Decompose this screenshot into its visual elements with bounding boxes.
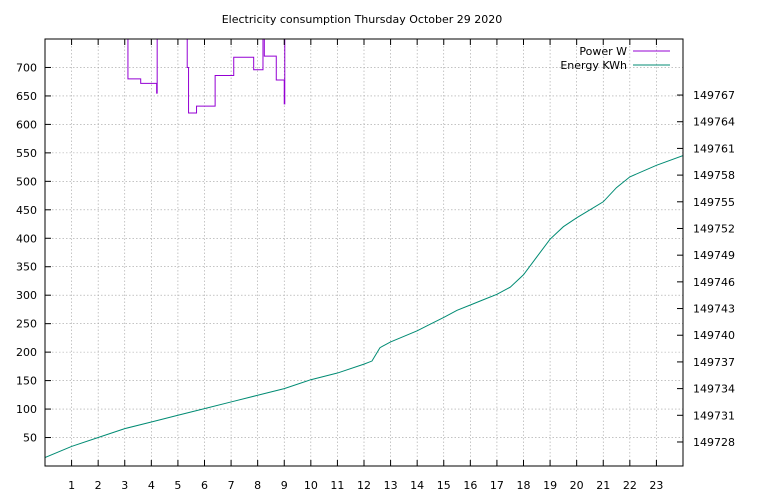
legend-label: Power W: [579, 45, 627, 58]
y-tick-label: 550: [16, 147, 37, 160]
x-tick-label: 14: [410, 479, 424, 492]
x-tick-label: 3: [121, 479, 128, 492]
x-tick-label: 7: [228, 479, 235, 492]
x-tick-label: 6: [201, 479, 208, 492]
y-tick-label: 100: [16, 403, 37, 416]
x-tick-label: 15: [437, 479, 451, 492]
x-tick-label: 11: [330, 479, 344, 492]
y2-tick-label: 149728: [693, 436, 735, 449]
y2-tick-label: 149731: [693, 409, 735, 422]
y-tick-label: 400: [16, 232, 37, 245]
tick-labels: 1 2 3 4 5 6 7 8 9 10 11 12 13 14 15 16 17 18 19 20 21 22 23501…: [16, 61, 735, 492]
x-tick-label: 13: [384, 479, 398, 492]
y-tick-label: 450: [16, 204, 37, 217]
series-layer: [45, 39, 683, 459]
x-tick-label: 10: [304, 479, 318, 492]
y-tick-label: 650: [16, 90, 37, 103]
x-tick-label: 16: [463, 479, 477, 492]
y-tick-label: 300: [16, 289, 37, 302]
x-tick-label: 4: [148, 479, 155, 492]
x-tick-label: 23: [649, 479, 663, 492]
y-tick-label: 500: [16, 175, 37, 188]
y-tick-label: 700: [16, 61, 37, 74]
y2-tick-label: 149749: [693, 249, 735, 262]
x-tick-label: 8: [254, 479, 261, 492]
y-tick-label: 50: [23, 432, 37, 445]
y2-tick-label: 149758: [693, 169, 735, 182]
grid: [45, 39, 683, 466]
y2-tick-label: 149743: [693, 303, 735, 316]
chart-title: Electricity consumption Thursday October…: [222, 13, 503, 26]
x-tick-label: 9: [281, 479, 288, 492]
x-tick-label: 12: [357, 479, 371, 492]
legend-label: Energy KWh: [560, 59, 627, 72]
x-tick-label: 2: [95, 479, 102, 492]
y-tick-label: 200: [16, 346, 37, 359]
y-tick-label: 250: [16, 318, 37, 331]
y2-tick-label: 149767: [693, 89, 735, 102]
y2-tick-label: 149752: [693, 222, 735, 235]
ticks: [45, 39, 683, 466]
x-tick-label: 18: [517, 479, 531, 492]
y2-tick-label: 149734: [693, 383, 735, 396]
series-line-power: [127, 39, 286, 114]
x-tick-label: 5: [174, 479, 181, 492]
series-line-energy: [45, 155, 683, 459]
x-tick-label: 20: [570, 479, 584, 492]
y-tick-label: 350: [16, 261, 37, 274]
x-tick-label: 1: [68, 479, 75, 492]
y2-tick-label: 149761: [693, 142, 735, 155]
y-tick-label: 150: [16, 375, 37, 388]
y2-tick-label: 149737: [693, 356, 735, 369]
x-tick-label: 21: [596, 479, 610, 492]
y2-tick-label: 149746: [693, 276, 735, 289]
y2-tick-label: 149764: [693, 116, 735, 129]
x-tick-label: 17: [490, 479, 504, 492]
y2-tick-label: 149755: [693, 196, 735, 209]
x-tick-label: 22: [623, 479, 637, 492]
y2-tick-label: 149740: [693, 329, 735, 342]
x-tick-label: 19: [543, 479, 557, 492]
y-tick-label: 600: [16, 118, 37, 131]
